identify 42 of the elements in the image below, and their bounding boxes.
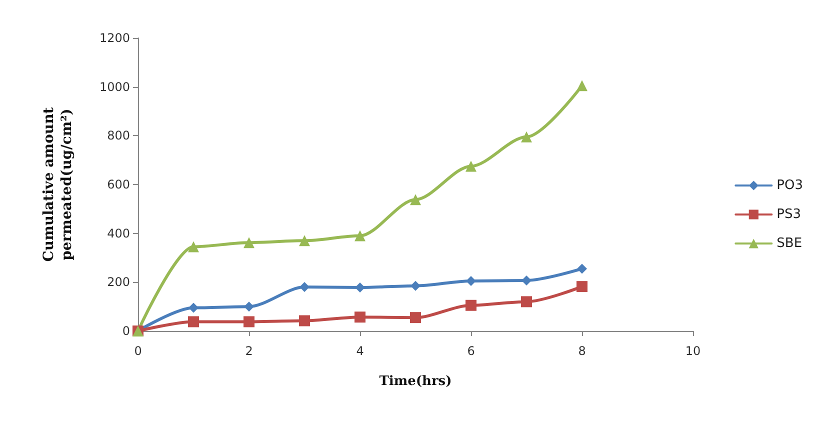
point xyxy=(466,276,476,286)
x-tick-label: 6 xyxy=(467,344,475,358)
point xyxy=(410,312,421,324)
y-tick-label: 1200 xyxy=(99,31,130,45)
point xyxy=(354,230,366,242)
x-tick-label: 4 xyxy=(356,344,364,358)
legend-label: SBE xyxy=(776,236,802,251)
point xyxy=(300,282,310,292)
y-tick-label: 1000 xyxy=(99,80,130,94)
x-tick-label: 10 xyxy=(685,344,701,358)
point xyxy=(244,302,254,312)
point xyxy=(466,300,476,311)
x-axis-title: Time(hrs) xyxy=(379,374,452,389)
legend-label: PS3 xyxy=(776,207,802,222)
point xyxy=(522,275,532,286)
point xyxy=(521,296,532,308)
y-tick-label: 0 xyxy=(122,324,130,338)
point xyxy=(577,264,587,274)
point xyxy=(354,312,366,323)
point xyxy=(576,80,588,92)
point xyxy=(521,131,532,142)
y-tick-label: 400 xyxy=(107,226,130,240)
point xyxy=(244,316,254,328)
x-tick-label: 2 xyxy=(245,344,253,358)
x-tick-label: 0 xyxy=(134,344,142,358)
point xyxy=(576,281,588,292)
point xyxy=(410,194,421,206)
point xyxy=(188,302,198,313)
point xyxy=(188,316,199,328)
x-tick-label: 8 xyxy=(578,344,586,358)
point xyxy=(410,280,420,291)
point xyxy=(244,237,254,248)
y-tick-label: 800 xyxy=(107,128,130,143)
point xyxy=(355,282,365,293)
point xyxy=(299,235,310,246)
legend-label: PO3 xyxy=(776,178,803,193)
point xyxy=(466,160,476,172)
point xyxy=(188,241,199,252)
y-tick-label: 600 xyxy=(107,178,130,192)
point xyxy=(299,315,310,326)
y-tick-label: 200 xyxy=(107,275,130,290)
y-axis-title: Cumulative amount permeated(ug/cm²) xyxy=(41,106,75,262)
